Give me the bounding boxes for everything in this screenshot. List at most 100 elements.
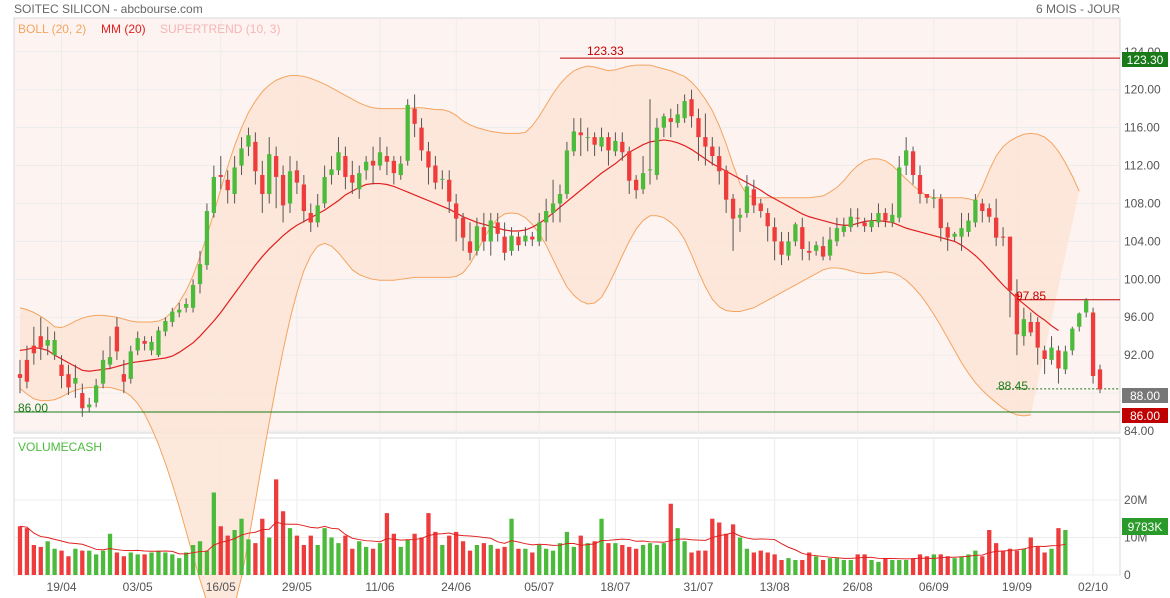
volume-bar	[599, 518, 604, 575]
candle-body	[938, 198, 943, 229]
candle-body	[640, 173, 646, 190]
volume-bar	[454, 531, 459, 575]
volume-bar	[807, 552, 812, 575]
price-y-tick-label: 116.00	[1124, 121, 1160, 135]
candle-body	[315, 205, 320, 223]
volume-bar	[1049, 548, 1054, 575]
candle-body	[384, 156, 390, 162]
candle-body	[966, 220, 971, 232]
volume-bar	[350, 548, 355, 575]
candle-body	[862, 222, 867, 227]
volume-bar	[606, 543, 611, 575]
volume-bar	[94, 554, 99, 575]
candle-body	[1097, 369, 1103, 390]
volume-bar	[218, 526, 223, 575]
volume-bar	[121, 556, 126, 575]
candle-body	[24, 359, 30, 382]
candle-body	[343, 156, 348, 177]
candle-body	[1077, 313, 1082, 327]
volume-bar	[287, 528, 293, 575]
x-tick-label: 11/06	[365, 580, 394, 594]
volume-bar	[1014, 550, 1020, 575]
candle-body	[883, 212, 888, 221]
volume-bar	[758, 550, 763, 575]
candle-body	[724, 170, 729, 200]
volume-bar	[107, 533, 113, 575]
volume-bar	[800, 560, 805, 575]
volume-bar	[924, 556, 930, 575]
price-y-tick-label: 84.00	[1124, 424, 1154, 438]
volume-bar	[1007, 548, 1013, 575]
volume-bar	[523, 548, 528, 575]
volume-bar	[640, 545, 646, 575]
volume-bar	[1035, 546, 1040, 575]
candle-body	[952, 233, 957, 237]
candle-body	[1035, 321, 1040, 348]
last-price-box-group: 88.00	[1122, 388, 1168, 403]
volume-bar	[550, 550, 556, 575]
volume-bar	[772, 554, 777, 575]
volume-bar	[308, 535, 313, 575]
candle-body	[287, 171, 293, 204]
support-level-label: 86.00	[18, 401, 48, 415]
volume-bar	[329, 537, 334, 575]
volume-bar	[973, 550, 978, 575]
x-tick-label: 26/08	[843, 580, 873, 594]
candle-body	[1042, 350, 1047, 359]
candle-body	[820, 246, 826, 257]
candle-body	[467, 241, 473, 253]
volume-bar	[737, 537, 743, 575]
volume-bar	[557, 543, 563, 575]
last-price-box	[1122, 388, 1168, 403]
candle-body	[357, 173, 362, 190]
candle-body	[682, 101, 687, 119]
x-tick-label: 29/05	[282, 580, 312, 594]
candle-body	[426, 151, 431, 168]
volume-bar	[495, 548, 500, 575]
x-tick-label: 13/08	[760, 580, 790, 594]
candle-body	[412, 108, 417, 124]
volume-bar	[627, 546, 632, 575]
x-tick-label: 19/04	[47, 580, 77, 594]
volume-bar	[315, 545, 320, 575]
level-price-box-text: 123.30	[1127, 53, 1164, 67]
candle-body	[1063, 351, 1068, 370]
price-y-tick-label: 96.00	[1124, 310, 1154, 324]
candle-body	[904, 150, 909, 166]
candle-body	[454, 203, 459, 219]
volume-bar	[744, 548, 750, 575]
volume-bar	[128, 552, 133, 575]
candle-body	[814, 245, 819, 251]
volume-bar	[1021, 548, 1026, 575]
volume-bar	[897, 560, 902, 575]
r-level-label: 97.85	[1016, 289, 1046, 303]
candle-body	[405, 104, 410, 161]
candle-body	[800, 227, 805, 249]
volume-bar	[59, 550, 64, 575]
volume-bar	[890, 560, 895, 575]
volume-bar	[391, 533, 396, 575]
support-box-group: 86.00	[1122, 408, 1168, 423]
volume-bar	[654, 545, 660, 575]
volume-bar	[564, 531, 570, 575]
volume-bar	[447, 535, 452, 575]
volume-bar	[253, 543, 258, 575]
candle-body	[703, 137, 708, 147]
candle-body	[170, 311, 175, 322]
last-price-box-text: 88.00	[1130, 389, 1160, 403]
candle-body	[980, 203, 985, 212]
candle-body	[364, 161, 369, 171]
volume-bar	[827, 558, 833, 575]
candle-body	[280, 175, 286, 206]
volume-bar	[724, 533, 729, 575]
candle-body	[419, 127, 424, 151]
volume-bar	[232, 530, 237, 575]
candle-body	[613, 140, 618, 152]
candle-body	[730, 198, 736, 219]
candle-body	[544, 211, 549, 223]
candle-body	[786, 241, 791, 256]
volume-bar	[966, 554, 971, 575]
volume-bar	[204, 550, 210, 575]
volume-bar	[717, 522, 722, 575]
candle-body	[585, 137, 590, 139]
